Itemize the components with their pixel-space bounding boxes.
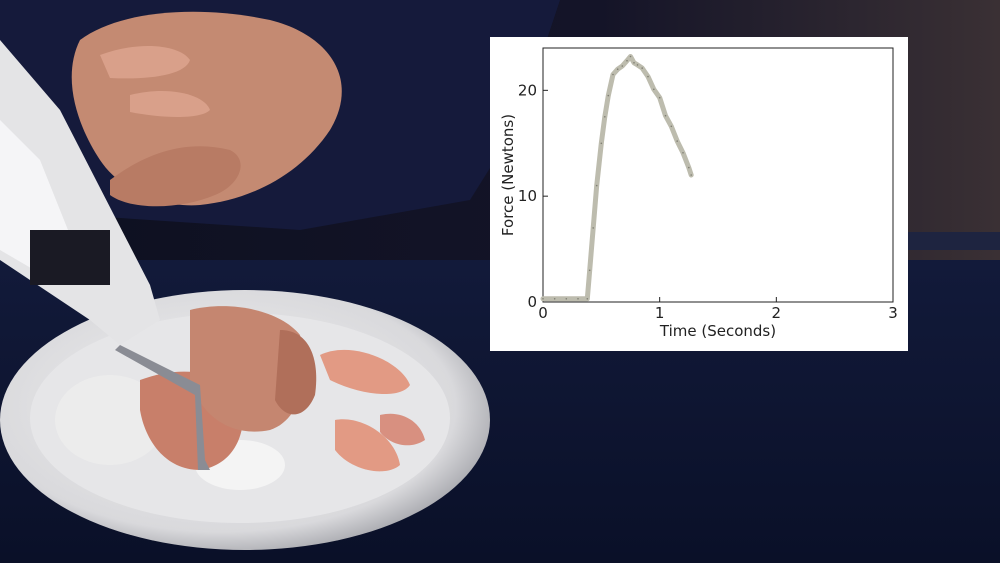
force-data-point — [641, 67, 643, 69]
x-tick-label: 3 — [888, 304, 898, 322]
food-pieces — [55, 306, 425, 490]
force-data-point — [588, 269, 591, 272]
force-data-point — [633, 62, 635, 64]
force-data-point — [664, 114, 667, 117]
force-data-point — [553, 298, 556, 300]
y-axis-label: Force (Newtons) — [499, 114, 517, 236]
force-data-point — [542, 298, 544, 300]
chart-panel: 0 1 2 3 0 10 20 Time (Seconds) Force (Newtons… — [490, 37, 908, 351]
force-time-chart: 0 1 2 3 0 10 20 Time (Seconds) Force (Newtons… — [499, 47, 898, 340]
force-data-point — [676, 140, 678, 142]
y-tick-label: 20 — [518, 81, 537, 99]
force-data-point — [636, 64, 639, 66]
force-data-point — [577, 298, 579, 300]
series-layer — [540, 54, 694, 302]
y-tick-label: 10 — [518, 187, 537, 205]
robot-arm — [0, 40, 210, 470]
y-axis-ticks: 0 10 20 — [518, 81, 548, 311]
force-data-point — [653, 88, 655, 91]
force-data-point — [592, 227, 594, 229]
force-data-point — [690, 174, 692, 176]
force-data-point — [647, 75, 649, 78]
force-data-point — [595, 184, 598, 187]
force-data-point — [612, 73, 614, 76]
plot-frame — [542, 47, 894, 303]
force-data-point — [629, 55, 632, 58]
force-series-line — [540, 54, 694, 302]
y-tick-label: 0 — [527, 293, 537, 311]
person-hands — [71, 11, 342, 207]
force-data-point — [621, 65, 624, 67]
force-data-point — [565, 298, 568, 300]
x-tick-label: 1 — [655, 304, 665, 322]
x-tick-label: 2 — [772, 304, 782, 322]
force-data-point — [616, 68, 619, 70]
force-data-point — [600, 142, 603, 145]
x-tick-label: 0 — [538, 304, 548, 322]
force-data-point — [682, 152, 684, 154]
force-data-point — [626, 59, 628, 62]
force-data-point — [586, 298, 589, 300]
force-data-point — [607, 94, 610, 97]
x-axis-ticks: 0 1 2 3 — [538, 297, 898, 322]
force-data-point — [604, 116, 606, 118]
x-axis-label: Time (Seconds) — [659, 322, 776, 340]
force-data-point — [670, 125, 673, 128]
force-data-point — [688, 166, 690, 169]
force-data-point — [658, 96, 661, 99]
